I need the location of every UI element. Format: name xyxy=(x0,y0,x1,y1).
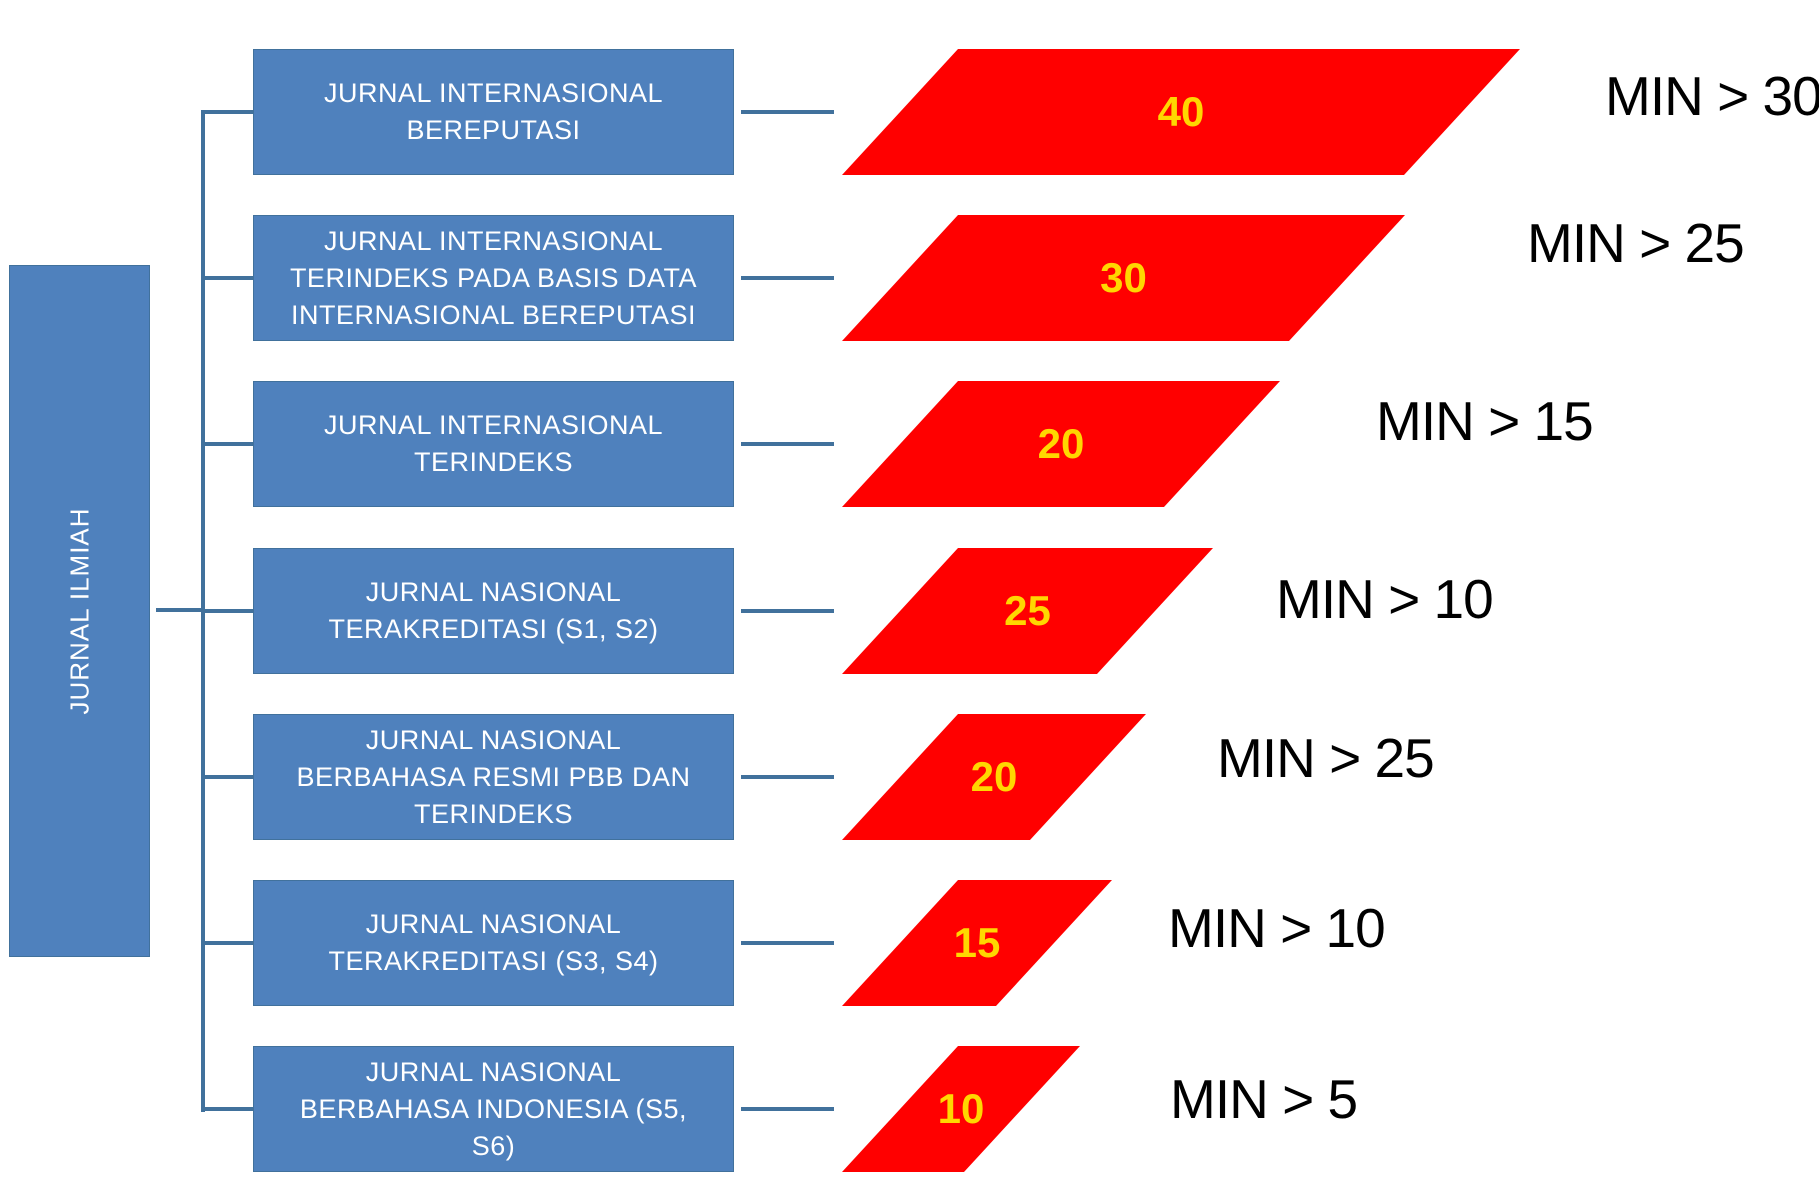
score-parallelogram xyxy=(842,49,1520,175)
category-label: JURNAL NASIONAL TERAKREDITASI (S3, S4) xyxy=(328,909,659,976)
category-box: JURNAL INTERNASIONAL TERINDEKS PADA BASI… xyxy=(253,215,734,341)
category-box: JURNAL NASIONAL TERAKREDITASI (S1, S2) xyxy=(253,548,734,674)
category-box: JURNAL INTERNASIONAL TERINDEKS xyxy=(253,381,734,507)
score-connector xyxy=(741,1107,834,1111)
branch-connector xyxy=(201,276,253,280)
category-label: JURNAL NASIONAL BERBAHASA INDONESIA (S5,… xyxy=(299,1056,688,1161)
score-value: 10 xyxy=(937,1085,985,1132)
branch-connector xyxy=(201,775,253,779)
branch-connector xyxy=(201,110,253,114)
root-node-label: JURNAL ILMIAH xyxy=(64,507,94,715)
score-connector xyxy=(741,609,834,613)
category-label: JURNAL NASIONAL TERAKREDITASI (S1, S2) xyxy=(328,577,659,644)
category-label: JURNAL NASIONAL BERBAHASA RESMI PBB DAN … xyxy=(296,724,691,829)
score-value: 20 xyxy=(970,753,1018,800)
category-box: JURNAL NASIONAL BERBAHASA INDONESIA (S5,… xyxy=(253,1046,734,1172)
score-value: 30 xyxy=(1100,254,1147,301)
min-requirement: MIN > 15 xyxy=(1376,390,1594,452)
score-value: 40 xyxy=(1157,88,1205,135)
branch-connector xyxy=(201,609,253,613)
category-label: JURNAL INTERNASIONAL BEREPUTASI xyxy=(323,78,664,145)
min-requirement: MIN > 30 xyxy=(1605,65,1819,127)
score-connector xyxy=(741,775,834,779)
branch-connector xyxy=(201,442,253,446)
score-connector xyxy=(741,276,834,280)
min-requirement: MIN > 25 xyxy=(1217,727,1435,789)
category-box: JURNAL INTERNASIONAL BEREPUTASI xyxy=(253,49,734,175)
branch-connector xyxy=(201,941,253,945)
root-node: JURNAL ILMIAH xyxy=(9,265,150,957)
min-requirement: MIN > 10 xyxy=(1276,568,1494,630)
score-connector xyxy=(741,110,834,114)
score-connector xyxy=(741,941,834,945)
root-connector xyxy=(156,608,203,612)
score-value: 25 xyxy=(1004,587,1051,634)
score-value: 20 xyxy=(1037,420,1085,467)
category-label: JURNAL INTERNASIONAL TERINDEKS xyxy=(323,410,664,477)
min-requirement: MIN > 5 xyxy=(1170,1068,1358,1130)
branch-connector xyxy=(201,1107,253,1111)
score-connector xyxy=(741,442,834,446)
category-label: JURNAL INTERNASIONAL TERINDEKS PADA BASI… xyxy=(289,225,698,330)
category-box: JURNAL NASIONAL TERAKREDITASI (S3, S4) xyxy=(253,880,734,1006)
min-requirement: MIN > 25 xyxy=(1527,212,1745,274)
score-value: 15 xyxy=(953,919,1001,966)
min-requirement: MIN > 10 xyxy=(1168,897,1386,959)
category-box: JURNAL NASIONAL BERBAHASA RESMI PBB DAN … xyxy=(253,714,734,840)
